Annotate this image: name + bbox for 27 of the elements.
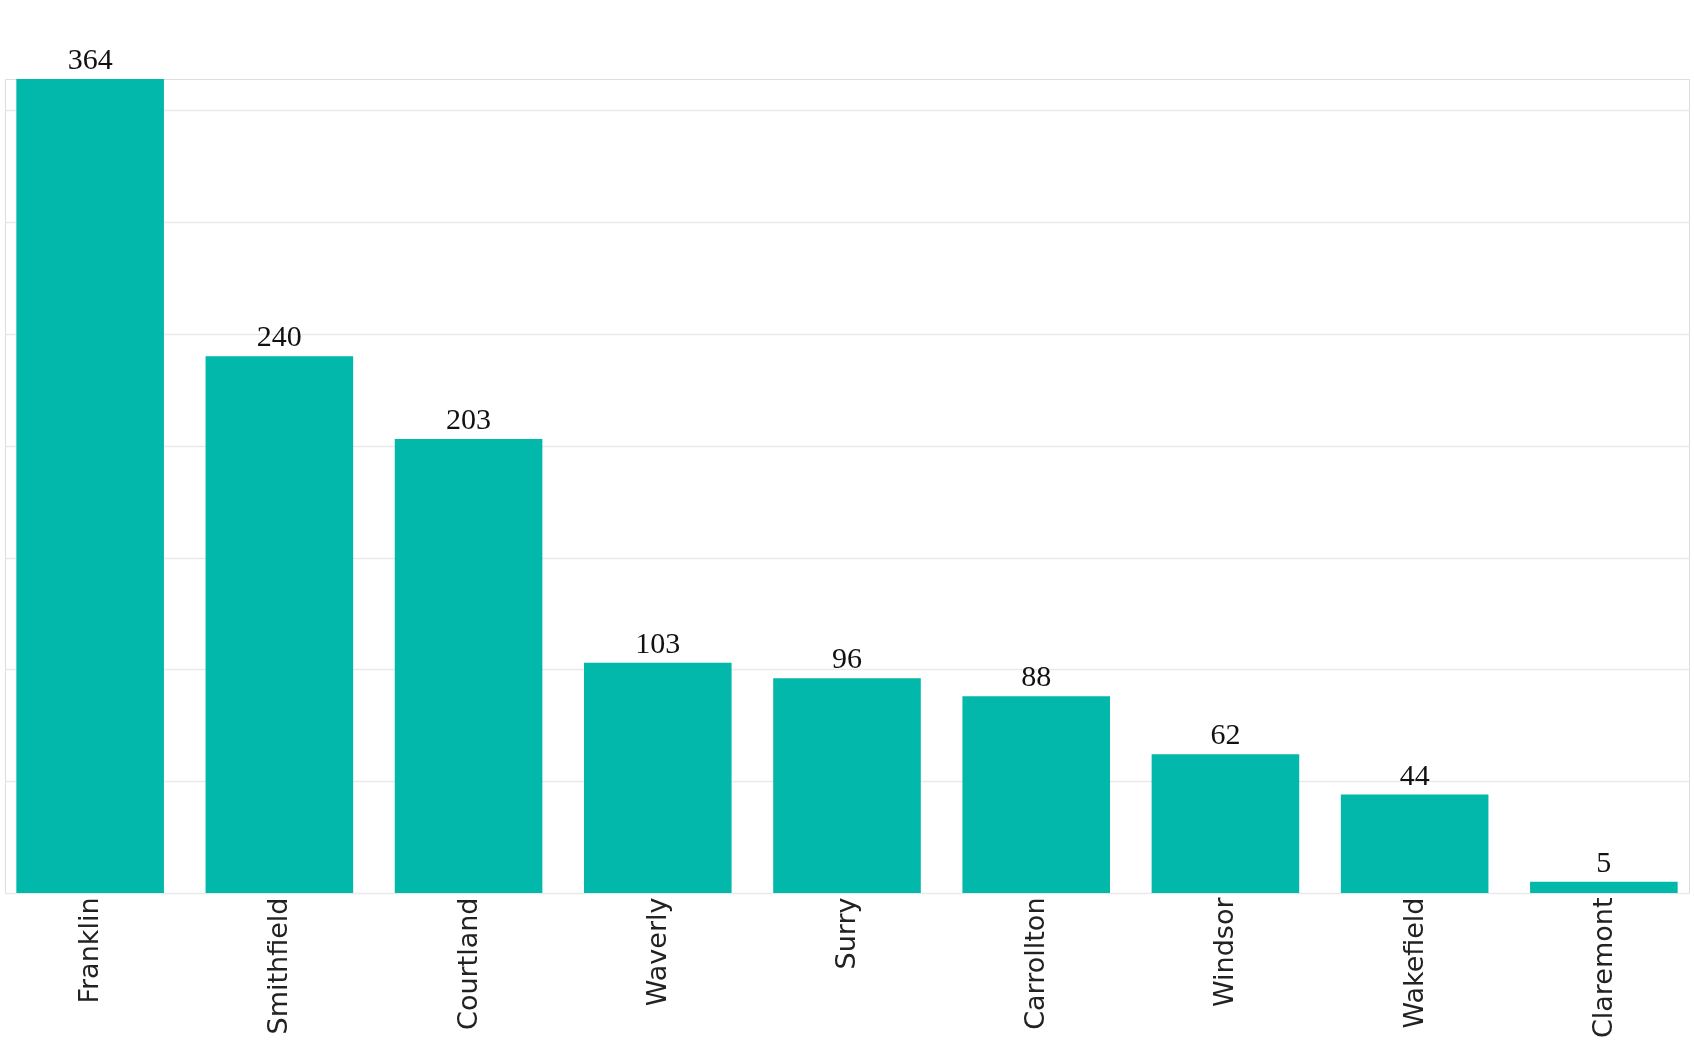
bar (962, 696, 1111, 893)
bar (773, 678, 921, 893)
x-tick-label: Courtland (451, 897, 483, 1030)
bar (1151, 754, 1300, 893)
bar (1340, 794, 1489, 893)
x-tick-label: Carrollton (1019, 897, 1051, 1030)
bar (583, 662, 732, 893)
x-tick-label: Waverly (640, 897, 672, 1007)
data-label: 364 (67, 42, 113, 75)
x-tick-label: Smithfield (262, 897, 294, 1035)
data-label: 96 (832, 641, 862, 675)
data-label: 5 (1596, 844, 1612, 878)
data-label: 203 (446, 402, 492, 436)
x-tick-label: Windsor (1208, 896, 1240, 1008)
bar (1530, 881, 1678, 893)
data-label: 44 (1399, 757, 1430, 791)
data-label: 62 (1210, 717, 1241, 751)
bar (205, 356, 354, 893)
data-label: 103 (635, 625, 681, 659)
data-label: 240 (256, 319, 302, 353)
bar (16, 79, 164, 893)
bar (394, 439, 543, 893)
x-tick-label: Claremont (1586, 897, 1618, 1039)
x-tick-label: Surry (830, 897, 861, 970)
x-tick-label: Wakefield (1397, 897, 1429, 1029)
x-tick-label: Franklin (73, 897, 105, 1004)
data-label: 88 (1021, 659, 1052, 693)
